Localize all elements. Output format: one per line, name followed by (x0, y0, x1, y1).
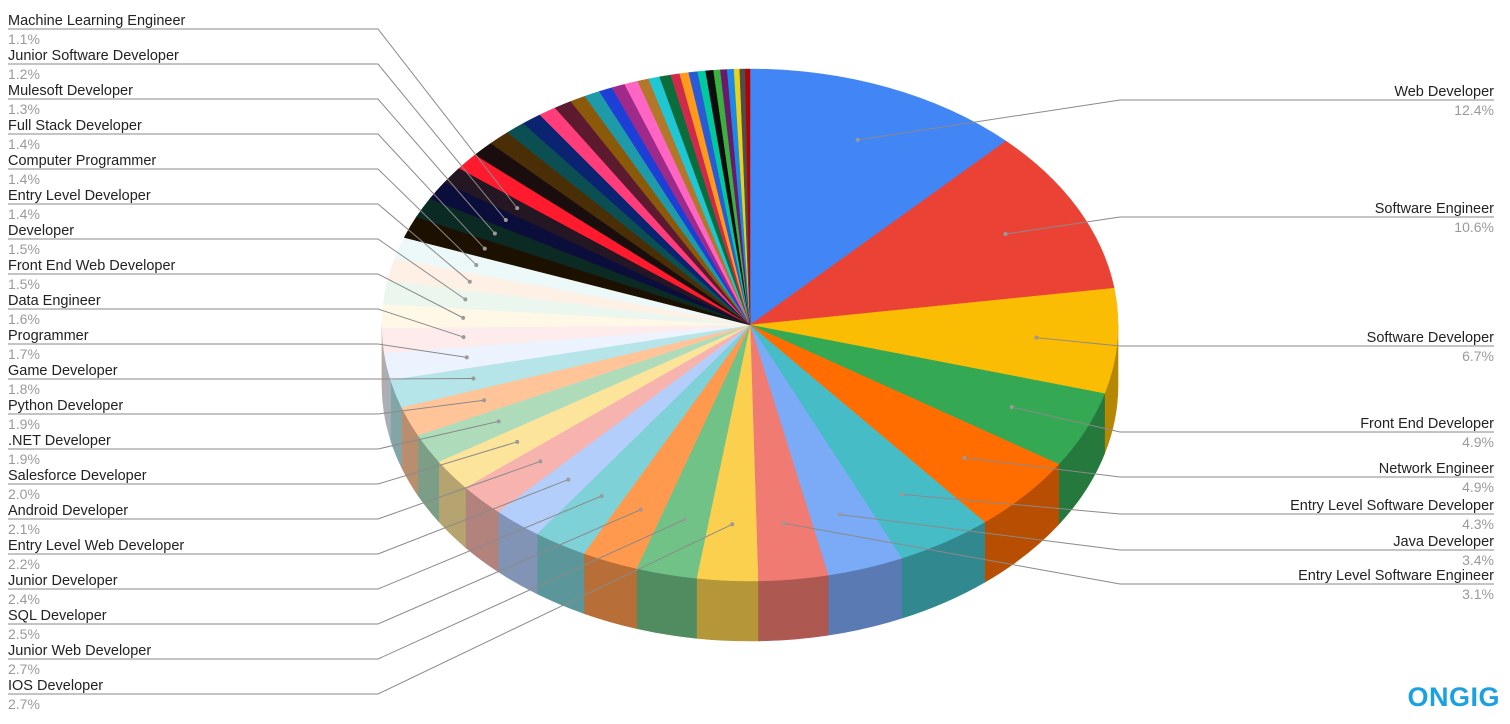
leader-dot-mulesoft-developer (493, 231, 497, 235)
leader-dot-net-developer (497, 419, 501, 423)
label-name-software-developer: Software Developer (1367, 330, 1495, 346)
label-value-salesforce-developer: 2.0% (8, 486, 40, 502)
label-value-front-end-web-developer: 1.5% (8, 276, 40, 292)
leader-dot-front-end-web-developer (461, 316, 465, 320)
label-name-python-developer: Python Developer (8, 398, 123, 414)
label-value-python-developer: 1.9% (8, 416, 40, 432)
leader-dot-computer-programmer (474, 263, 478, 267)
label-value-full-stack-developer: 1.4% (8, 136, 40, 152)
label-value-machine-learning-engineer: 1.1% (8, 31, 40, 47)
leader-dot-sql-developer (639, 508, 643, 512)
leader-dot-front-end-developer (1010, 405, 1014, 409)
label-value-software-engineer: 10.6% (1454, 219, 1494, 235)
leader-dot-machine-learning-engineer (515, 206, 519, 210)
label-name-entry-level-web-developer: Entry Level Web Developer (8, 538, 184, 554)
label-name-junior-web-developer: Junior Web Developer (8, 643, 151, 659)
label-name-java-developer: Java Developer (1393, 534, 1494, 550)
leader-dot-software-developer (1034, 336, 1038, 340)
label-value-mulesoft-developer: 1.3% (8, 101, 40, 117)
pie-side-junior-web-developer (637, 569, 697, 639)
label-value-net-developer: 1.9% (8, 451, 40, 467)
leader-dot-software-engineer (1004, 232, 1008, 236)
label-name-mulesoft-developer: Mulesoft Developer (8, 83, 133, 99)
label-value-software-developer: 6.7% (1462, 348, 1494, 364)
leader-dot-entry-level-developer (468, 280, 472, 284)
label-name-data-engineer: Data Engineer (8, 293, 101, 309)
label-name-game-developer: Game Developer (8, 363, 118, 379)
leader-dot-java-developer (838, 513, 842, 517)
label-name-entry-level-software-engineer: Entry Level Software Engineer (1298, 568, 1494, 584)
label-value-programmer: 1.7% (8, 346, 40, 362)
label-value-junior-web-developer: 2.7% (8, 661, 40, 677)
label-value-android-developer: 2.1% (8, 521, 40, 537)
label-value-ios-developer: 2.7% (8, 696, 40, 712)
leader-dot-entry-level-software-engineer (782, 521, 786, 525)
label-name-android-developer: Android Developer (8, 503, 128, 519)
label-name-entry-level-software-developer: Entry Level Software Developer (1290, 498, 1494, 514)
label-name-salesforce-developer: Salesforce Developer (8, 468, 147, 484)
label-value-entry-level-developer: 1.4% (8, 206, 40, 222)
leader-dot-junior-web-developer (683, 517, 687, 521)
label-value-front-end-developer: 4.9% (1462, 434, 1494, 450)
leader-dot-python-developer (482, 398, 486, 402)
label-name-front-end-web-developer: Front End Web Developer (8, 258, 176, 274)
label-value-computer-programmer: 1.4% (8, 171, 40, 187)
leader-dot-salesforce-developer (515, 440, 519, 444)
label-name-sql-developer: SQL Developer (8, 608, 107, 624)
label-name-front-end-developer: Front End Developer (1360, 416, 1494, 432)
label-name-developer: Developer (8, 223, 74, 239)
leader-dot-junior-developer (600, 494, 604, 498)
leader-dot-ios-developer (730, 522, 734, 526)
label-value-network-engineer: 4.9% (1462, 479, 1494, 495)
ongig-logo: ONGIG (1407, 682, 1500, 713)
label-value-java-developer: 3.4% (1462, 552, 1494, 568)
label-value-game-developer: 1.8% (8, 381, 40, 397)
leader-dot-data-engineer (461, 335, 465, 339)
label-name-junior-software-developer: Junior Software Developer (8, 48, 179, 64)
label-name-full-stack-developer: Full Stack Developer (8, 118, 142, 134)
leader-dot-entry-level-web-developer (566, 478, 570, 482)
leader-dot-android-developer (538, 459, 542, 463)
pie-side-ios-developer (697, 578, 758, 641)
label-value-developer: 1.5% (8, 241, 40, 257)
leader-dot-full-stack-developer (483, 247, 487, 251)
label-name-entry-level-developer: Entry Level Developer (8, 188, 151, 204)
leader-dot-game-developer (471, 377, 475, 381)
leader-dot-programmer (465, 355, 469, 359)
leader-dot-junior-software-developer (504, 218, 508, 222)
label-name-machine-learning-engineer: Machine Learning Engineer (8, 13, 186, 29)
label-value-sql-developer: 2.5% (8, 626, 40, 642)
label-name-programmer: Programmer (8, 328, 89, 344)
label-value-junior-software-developer: 1.2% (8, 66, 40, 82)
pie-side-entry-level-software-engineer (758, 575, 828, 641)
label-value-entry-level-software-developer: 4.3% (1462, 516, 1494, 532)
label-name-ios-developer: IOS Developer (8, 678, 103, 694)
label-name-software-engineer: Software Engineer (1375, 201, 1494, 217)
leader-dot-web-developer (856, 138, 860, 142)
leader-dot-network-engineer (962, 456, 966, 460)
label-name-computer-programmer: Computer Programmer (8, 153, 156, 169)
label-value-data-engineer: 1.6% (8, 311, 40, 327)
label-name-junior-developer: Junior Developer (8, 573, 118, 589)
label-name-net-developer: .NET Developer (8, 433, 111, 449)
label-value-web-developer: 12.4% (1454, 102, 1494, 118)
label-value-entry-level-software-engineer: 3.1% (1462, 586, 1494, 602)
label-value-entry-level-web-developer: 2.2% (8, 556, 40, 572)
label-name-network-engineer: Network Engineer (1379, 461, 1494, 477)
label-value-junior-developer: 2.4% (8, 591, 40, 607)
leader-dot-entry-level-software-developer (900, 492, 904, 496)
leader-dot-developer (463, 297, 467, 301)
label-name-web-developer: Web Developer (1394, 84, 1494, 100)
